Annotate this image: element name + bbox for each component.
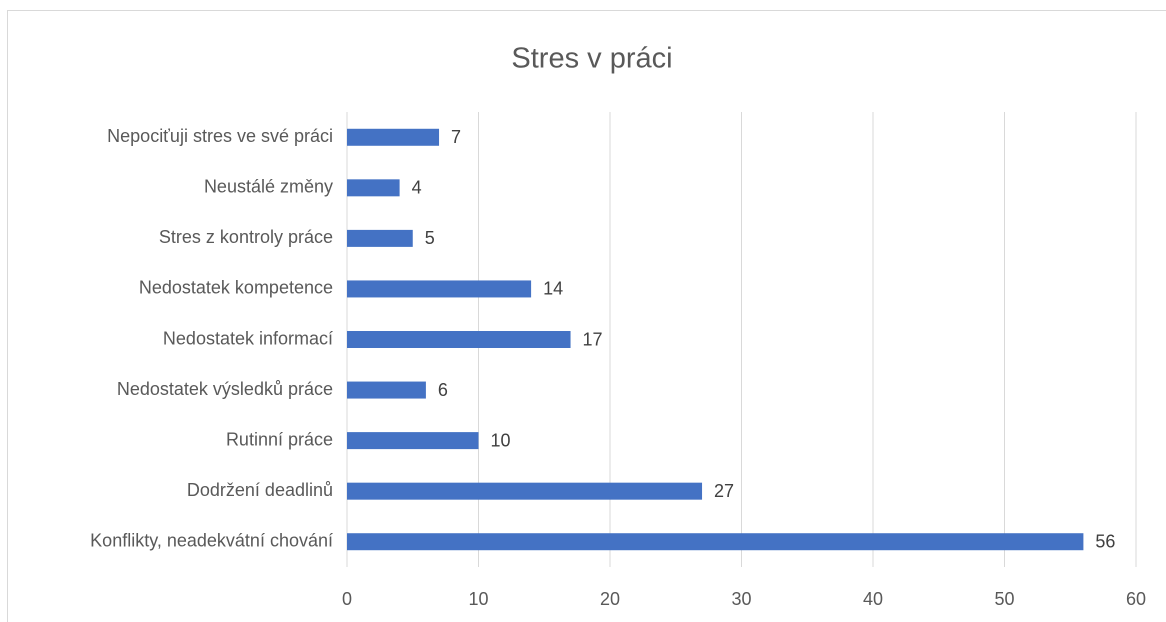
y-tick-label: Stres z kontroly práce (159, 227, 333, 247)
data-label: 7 (451, 127, 461, 147)
data-label: 5 (425, 228, 435, 248)
data-label: 56 (1095, 531, 1115, 551)
y-tick-label: Neustálé změny (204, 177, 333, 197)
data-label: 14 (543, 279, 563, 299)
bar (347, 331, 571, 348)
y-tick-label: Konflikty, neadekvátní chování (90, 530, 333, 550)
chart-title: Stres v práci (511, 43, 672, 75)
x-tick-label: 30 (731, 589, 751, 609)
bar (347, 533, 1084, 551)
y-tick-label: Nedostatek informací (163, 328, 333, 348)
x-tick-label: 60 (1126, 589, 1146, 609)
x-tick-label: 40 (863, 589, 883, 609)
bar (347, 432, 479, 450)
x-tick-label: 0 (342, 589, 352, 609)
x-tick-label: 50 (994, 589, 1014, 609)
bar (347, 381, 426, 399)
bar (347, 280, 532, 298)
y-tick-label: Dodržení deadlinů (187, 480, 333, 500)
y-tick-label: Nedostatek kompetence (139, 278, 333, 298)
y-tick-label: Rutinní práce (226, 429, 333, 449)
data-label: 10 (491, 430, 511, 450)
y-tick-label: Nedostatek výsledků práce (117, 379, 333, 399)
bar (347, 482, 703, 500)
data-label: 6 (438, 380, 448, 400)
bar (347, 229, 413, 247)
y-tick-label: Nepociťuji stres ve své práci (107, 126, 333, 146)
x-tick-label: 10 (468, 589, 488, 609)
data-label: 27 (714, 481, 734, 501)
bar (347, 128, 440, 146)
data-label: 4 (412, 178, 422, 198)
x-tick-label: 20 (600, 589, 620, 609)
bar (347, 179, 400, 197)
chart-border (7, 10, 1166, 622)
data-label: 17 (583, 329, 603, 349)
